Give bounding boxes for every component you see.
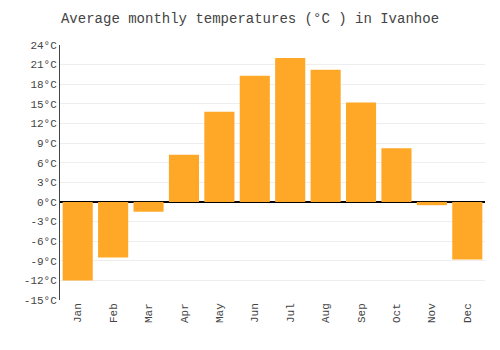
svg-text:12°C: 12°C xyxy=(30,118,57,130)
svg-text:Apr: Apr xyxy=(179,303,191,323)
svg-text:0°C: 0°C xyxy=(37,197,57,209)
svg-text:18°C: 18°C xyxy=(30,79,57,91)
svg-text:3°C: 3°C xyxy=(37,177,57,189)
svg-text:-6°C: -6°C xyxy=(30,236,57,248)
svg-text:-3°C: -3°C xyxy=(30,216,57,228)
svg-text:Feb: Feb xyxy=(108,303,120,323)
svg-text:-9°C: -9°C xyxy=(30,256,57,268)
svg-text:9°C: 9°C xyxy=(37,138,57,150)
svg-text:Mar: Mar xyxy=(143,303,155,323)
svg-text:-15°C: -15°C xyxy=(24,295,57,307)
svg-text:21°C: 21°C xyxy=(30,59,57,71)
svg-text:Nov: Nov xyxy=(426,303,438,323)
svg-text:May: May xyxy=(214,303,226,323)
svg-text:Dec: Dec xyxy=(462,303,474,323)
svg-text:Jan: Jan xyxy=(72,303,84,323)
svg-text:Sep: Sep xyxy=(356,303,368,323)
svg-text:Jun: Jun xyxy=(249,303,261,323)
svg-text:6°C: 6°C xyxy=(37,158,57,170)
svg-text:Average monthly temperatures (: Average monthly temperatures (°C ) in Iv… xyxy=(61,11,439,27)
svg-text:-12°C: -12°C xyxy=(24,275,57,287)
svg-text:Jul: Jul xyxy=(285,303,297,323)
svg-text:Oct: Oct xyxy=(391,303,403,323)
svg-text:24°C: 24°C xyxy=(30,40,57,52)
svg-text:15°C: 15°C xyxy=(30,99,57,111)
svg-text:Aug: Aug xyxy=(320,303,332,323)
